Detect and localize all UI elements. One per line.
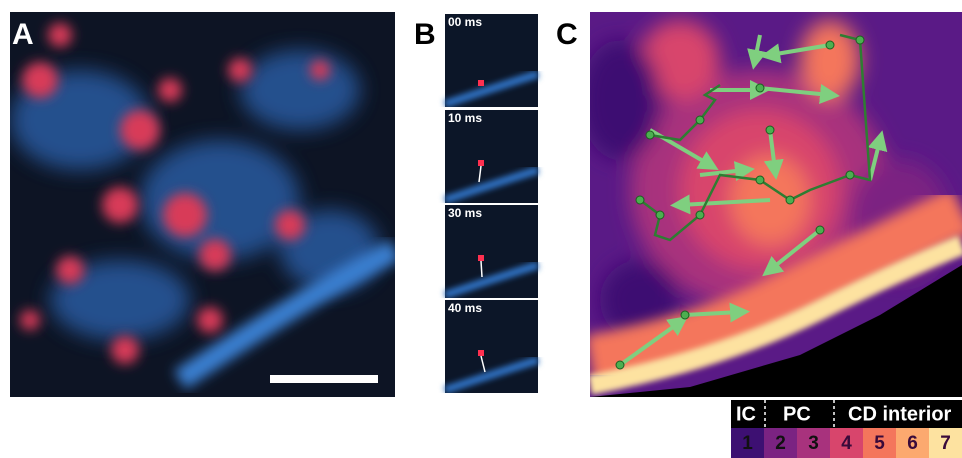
legend-colorbar: 1 2 3 4 5 6 7 [731,428,962,458]
track [481,261,482,277]
panel-label: C [556,18,578,51]
legend-level: 5 [874,433,885,454]
frame-label: 00 ms [448,15,482,29]
particle [478,80,484,86]
panel-label: B [414,18,436,51]
frame-label: 40 ms [448,301,482,315]
particle [478,350,484,356]
figure-canvas: A B 00 ms 10 ms 30 ms 40 ms [0,0,962,458]
figure: A B 00 ms 10 ms 30 ms 40 ms [0,0,962,458]
legend-level: 7 [940,433,951,454]
particle [478,160,484,166]
frame-label: 30 ms [448,206,482,220]
legend-level: 6 [907,433,918,454]
panel-b-frames: 00 ms 10 ms 30 ms 40 ms [445,14,538,393]
particle [478,255,484,261]
legend-level: 4 [841,433,852,454]
frame-label: 10 ms [448,111,482,125]
legend-group: PC [783,403,811,425]
panel-c-image [580,12,962,397]
legend-level: 1 [742,433,753,454]
panel-a-image [10,12,395,397]
panel-label: A [12,18,34,51]
legend-group: IC [736,403,756,425]
legend-group: CD interior [848,403,952,425]
legend-level: 2 [775,433,786,454]
legend-level: 3 [808,433,819,454]
